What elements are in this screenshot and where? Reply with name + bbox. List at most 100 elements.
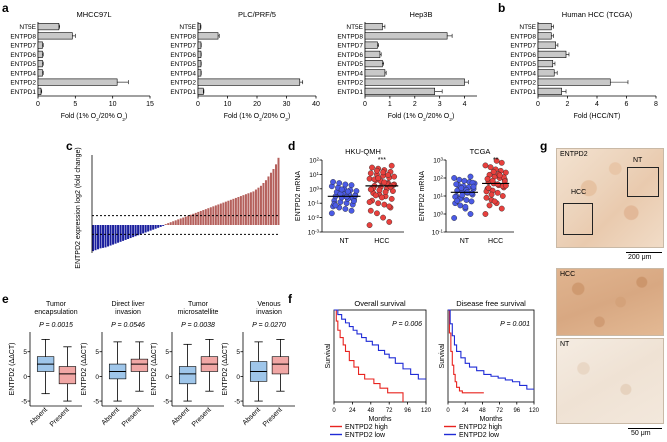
d2-point xyxy=(482,211,489,217)
a1-bar xyxy=(37,60,43,68)
d1-x-label: NT xyxy=(339,238,349,245)
d1-point xyxy=(330,179,336,185)
d1-point xyxy=(380,214,386,221)
a1-bar xyxy=(37,50,43,58)
d2-point xyxy=(498,159,505,166)
a3-category-label: ENTPD4 xyxy=(337,70,363,77)
c-bar xyxy=(94,225,97,251)
f1-y-label: Survival xyxy=(325,343,332,368)
c-bar xyxy=(164,224,167,225)
c-bar xyxy=(217,204,220,225)
a1-category-label: ENTPD4 xyxy=(10,70,36,77)
d1-point xyxy=(336,180,343,186)
d1-point xyxy=(348,182,355,189)
d2-title: TCGA xyxy=(470,147,491,156)
d2-point xyxy=(459,192,466,199)
a2-x-label: Fold (1% O2/20% O2) xyxy=(224,113,291,123)
a1-x-label: Fold (1% O2/20% O2) xyxy=(61,113,128,123)
c-bar xyxy=(257,187,260,225)
c-bar xyxy=(244,194,247,225)
d1-y-tick-label: 102 xyxy=(309,156,319,165)
f1-x-tick-label: 72 xyxy=(386,408,393,414)
e4-title: Venous xyxy=(257,301,281,308)
e3-p-value: P = 0.0038 xyxy=(181,322,215,329)
panel-label-e: e xyxy=(2,292,9,306)
d1-point xyxy=(366,222,373,229)
scale-label-top: 200 μm xyxy=(628,254,652,261)
e3-y-tick-label: 0 xyxy=(165,374,169,381)
hcc-region-box xyxy=(563,203,593,235)
f2-x-tick-label: 96 xyxy=(513,408,520,414)
histology-top-label: ENTPD2 xyxy=(560,151,588,158)
a2-title: PLC/PRF/5 xyxy=(238,10,276,19)
a3-category-label: ENTPD7 xyxy=(337,43,363,50)
d2-point xyxy=(493,157,500,164)
c-bar xyxy=(272,169,275,225)
f1-p-value: P = 0.006 xyxy=(392,321,422,328)
histology-bottom-label: NT xyxy=(560,341,570,348)
d1-point xyxy=(342,206,349,212)
b-bar xyxy=(537,41,557,49)
a3-category-label: ENTPD8 xyxy=(337,33,363,40)
a1-category-label: ENTPD8 xyxy=(10,33,36,40)
c-bar xyxy=(182,217,185,225)
c-bar xyxy=(199,211,202,225)
a3-category-label: ENTPD5 xyxy=(337,61,363,68)
d1-point xyxy=(332,202,339,209)
e1-title: Tumor xyxy=(46,301,67,308)
d1-point xyxy=(342,181,349,188)
d1-point xyxy=(381,179,388,186)
hcc-box-label: HCC xyxy=(571,189,587,196)
a3-category-label: ENTPD2 xyxy=(337,80,363,87)
d2-x-label: NT xyxy=(460,238,470,245)
scale-label-bottom: 50 μm xyxy=(631,430,651,437)
f2-p-value: P = 0.001 xyxy=(500,321,530,328)
c-bar xyxy=(239,196,242,225)
d2-y-tick-label: 101 xyxy=(433,192,443,201)
b-bar xyxy=(537,87,562,95)
a2-category-label: ENTPD4 xyxy=(170,70,196,77)
c-bar xyxy=(97,225,100,250)
a1-category-label: ENTPD7 xyxy=(10,43,36,50)
scale-bar-top xyxy=(626,252,662,253)
c-bar xyxy=(242,195,245,225)
c-bar xyxy=(152,225,155,230)
b-x-tick-label: 8 xyxy=(654,101,658,108)
d2-point xyxy=(494,189,501,196)
c-bar xyxy=(277,157,280,225)
d1-point xyxy=(376,187,383,194)
scale-bar-bottom xyxy=(628,428,662,429)
d1-point xyxy=(388,195,395,202)
a1-x-tick-label: 0 xyxy=(36,101,40,108)
d1-point xyxy=(388,162,395,169)
c-bar xyxy=(219,203,222,225)
f1-series-low xyxy=(334,309,426,380)
c-bar xyxy=(107,225,110,247)
e1-y-label: ENTPD2 (ΔΔCT) xyxy=(9,343,16,396)
d1-y-label: ENTPD2 mRNA xyxy=(295,171,302,222)
a3-category-label: NT5E xyxy=(346,24,363,31)
d1-point xyxy=(348,207,355,214)
e3-box xyxy=(178,366,197,385)
a2-bar xyxy=(197,87,204,95)
e1-y-tick-label: 5 xyxy=(23,349,27,356)
c-bar xyxy=(177,219,180,225)
histology-hcc-zoom: HCC xyxy=(556,268,664,336)
d2-point xyxy=(483,194,490,201)
d1-point xyxy=(391,173,398,180)
e1-box xyxy=(58,366,77,385)
e3-title: Tumor xyxy=(188,301,209,308)
a2-category-label: ENTPD6 xyxy=(170,52,196,59)
a1-bar xyxy=(37,23,60,31)
b-x-tick-label: 2 xyxy=(566,101,570,108)
e4-box xyxy=(271,356,290,375)
d1-point xyxy=(351,198,357,204)
e2-y-tick-label: 5 xyxy=(95,349,99,356)
b-x-tick-label: 6 xyxy=(625,101,629,108)
e1-p-value: P = 0.0015 xyxy=(39,322,73,329)
d1-point xyxy=(338,186,345,193)
a3-bar xyxy=(364,41,378,49)
d2-y-label: ENTPD2 mRNA xyxy=(419,171,426,222)
histology-entpd2-overview: ENTPD2 HCC NT xyxy=(556,148,664,248)
d1-point xyxy=(386,203,393,210)
